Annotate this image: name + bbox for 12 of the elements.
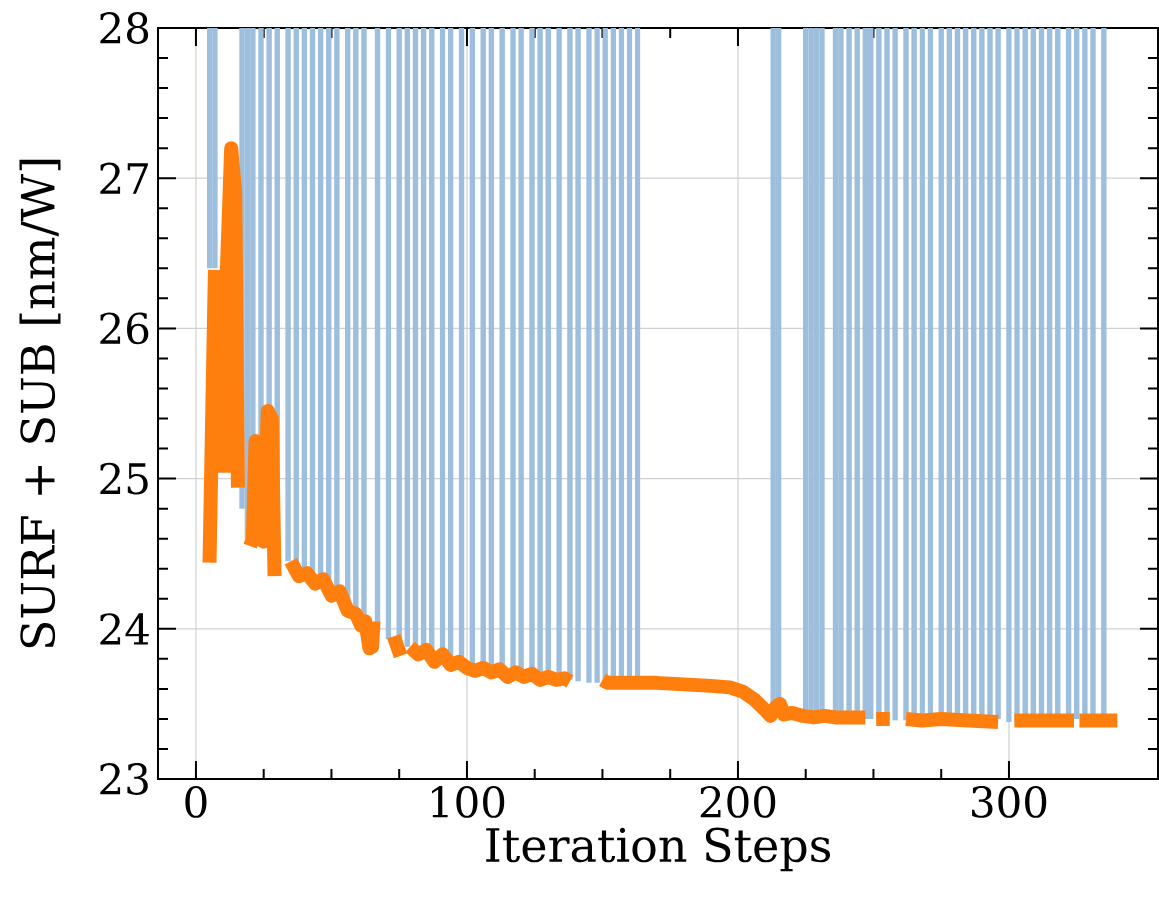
y-tick-label: 28 xyxy=(100,12,149,44)
x-axis-title: Iteration Steps xyxy=(486,827,831,872)
y-tick-label: 24 xyxy=(100,613,149,645)
y-tick-label: 25 xyxy=(100,462,148,495)
x-tick-label: 200 xyxy=(700,786,776,818)
x-tick-label: 0 xyxy=(185,786,207,818)
y-tick-label: 27 xyxy=(100,162,148,194)
y-tick-label: 23 xyxy=(100,763,148,795)
x-tick-label: 100 xyxy=(431,786,505,818)
x-tick-label: 300 xyxy=(972,786,1047,818)
y-tick-label: 26 xyxy=(100,312,149,345)
y-axis-title: SURF + SUB [nm/W] xyxy=(19,159,61,648)
